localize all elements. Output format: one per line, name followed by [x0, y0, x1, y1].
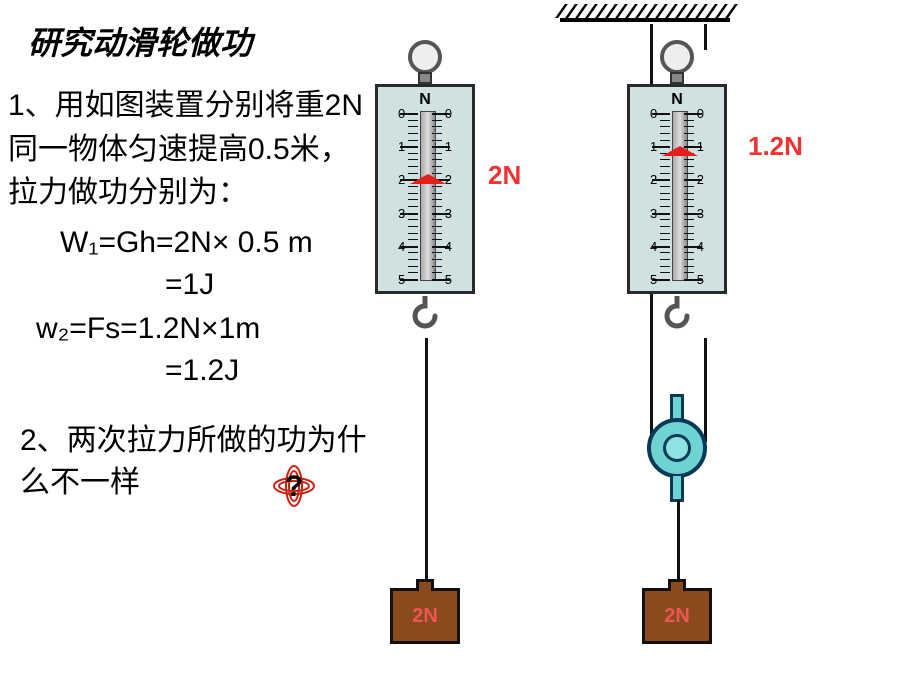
paragraph-1: 1、用如图装置分别将重2N同一物体匀速提高0.5米，拉力做功分别为：: [8, 84, 378, 215]
weight-label: 2N: [664, 605, 690, 628]
weight-block-left: 2N: [390, 588, 460, 644]
paragraph-2: 2、两次拉力所做的功为什么不一样: [20, 420, 380, 504]
scale-hook: [370, 294, 480, 339]
scale-body-left: N 012345 012345: [375, 84, 475, 294]
scale-ticks-left: 012345: [636, 113, 670, 279]
pulley-axle: [671, 442, 683, 454]
scale-pointer-right: [662, 146, 698, 156]
ceiling-support: [560, 6, 730, 22]
pulley-bracket-bottom: [670, 476, 684, 502]
formula-w2-a: w₂=Fs=1.2N×1m: [36, 312, 260, 346]
scale-unit-label: N: [378, 91, 472, 109]
scale-unit-label: N: [630, 91, 724, 109]
scale-body-right: N 012345 012345: [627, 84, 727, 294]
weight-block-right: 2N: [642, 588, 712, 644]
spring-scale-right: N 012345 012345: [622, 40, 732, 339]
formula-w2-b: =1.2J: [165, 354, 239, 388]
scale-neck: [670, 72, 684, 84]
svg-text:?: ?: [285, 470, 303, 503]
formula-w1-b: =1J: [165, 268, 214, 302]
spring-scale-left: N 012345 012345: [370, 40, 480, 339]
pulley-wheel-icon: [647, 418, 707, 478]
scale-ticks-right: 012345: [432, 113, 466, 279]
scale-pointer-left: [410, 174, 446, 184]
weight-tab: [416, 579, 434, 591]
rope-left: [425, 338, 428, 582]
rope-pulley-to-weight: [677, 500, 680, 582]
weight-tab: [668, 579, 686, 591]
pulley-bracket-top: [670, 394, 684, 420]
scale-ticks-left: 012345: [384, 113, 418, 279]
scale-neck: [418, 72, 432, 84]
movable-pulley: [647, 418, 707, 478]
formula-w1-a: W₁=Gh=2N× 0.5 m: [60, 226, 313, 260]
scale-ticks-right: 012345: [684, 113, 718, 279]
scale-ring-icon: [660, 40, 694, 74]
reading-label-left: 2N: [488, 160, 521, 191]
scale-ring-icon: [408, 40, 442, 74]
page-title: 研究动滑轮做功: [28, 18, 252, 64]
scale-hook: [622, 294, 732, 339]
weight-label: 2N: [412, 605, 438, 628]
reading-label-right: 1.2N: [748, 131, 803, 162]
question-mark-icon: ?: [272, 464, 316, 508]
